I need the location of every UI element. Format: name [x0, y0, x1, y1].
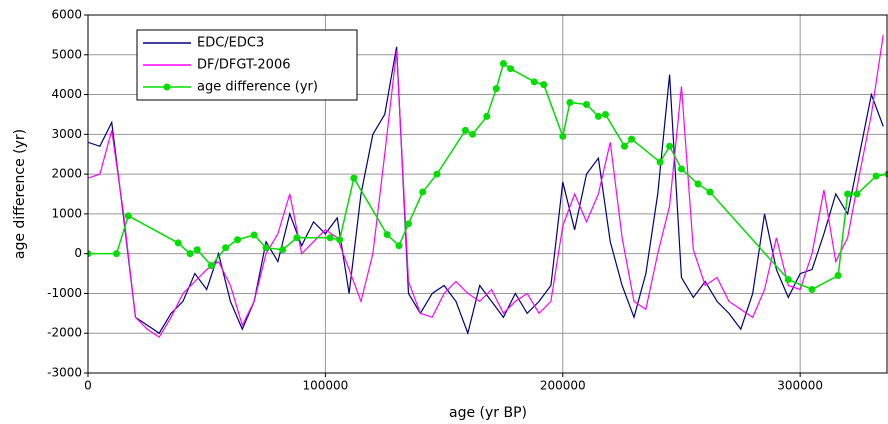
data-point [706, 188, 714, 196]
x-tick-label: 300000 [777, 379, 823, 393]
data-point [262, 244, 270, 252]
legend-marker [163, 83, 171, 91]
data-point [469, 130, 477, 138]
data-point [834, 272, 842, 280]
data-point [395, 242, 403, 250]
y-tick-label: 2000 [51, 167, 82, 181]
legend-label: EDC/EDC3 [197, 36, 264, 51]
legend: EDC/EDC3 DF/DFGT-2006 age difference (yr) [136, 29, 358, 101]
data-point [559, 132, 567, 140]
y-tick-label: -2000 [47, 326, 82, 340]
data-point [784, 276, 792, 284]
data-point [461, 126, 469, 134]
plot-area [88, 34, 888, 339]
data-point [507, 65, 515, 73]
data-point [808, 285, 816, 293]
y-tick-label: -3000 [47, 366, 82, 380]
data-point [174, 239, 182, 247]
data-point [279, 246, 287, 254]
data-point [602, 110, 610, 118]
data-point [844, 190, 852, 198]
data-point [566, 99, 574, 107]
data-point [433, 170, 441, 178]
data-point [336, 236, 344, 244]
data-point [326, 234, 334, 242]
y-tick-label: 6000 [51, 8, 82, 22]
plot-frame [87, 14, 888, 374]
y-tick-label: 4000 [51, 87, 82, 101]
x-tick-label: 200000 [540, 379, 586, 393]
data-point [492, 85, 500, 93]
data-point [620, 142, 628, 150]
data-point [193, 246, 201, 254]
data-point [872, 172, 880, 180]
data-point [207, 262, 215, 270]
data-point [530, 78, 538, 86]
data-point [293, 234, 301, 242]
data-point [404, 220, 412, 228]
data-point [656, 158, 664, 166]
y-tick-label: -1000 [47, 286, 82, 300]
series-line [88, 34, 884, 339]
x-tick-label: 0 [84, 379, 92, 393]
data-point [694, 180, 702, 188]
data-point [628, 135, 636, 143]
series-line [88, 46, 884, 336]
data-point [383, 231, 391, 239]
data-point [666, 142, 674, 150]
y-axis-label: age difference (yr) [12, 129, 28, 259]
data-point [250, 231, 258, 239]
y-tick-label: 5000 [51, 47, 82, 61]
y-tick-label: 0 [74, 246, 82, 260]
data-point [419, 188, 427, 196]
data-point [112, 250, 120, 258]
data-point [483, 112, 491, 120]
data-point [499, 60, 507, 68]
data-point [677, 165, 685, 173]
data-point [583, 101, 591, 108]
data-point [222, 244, 230, 252]
legend-label: age difference (yr) [197, 80, 318, 95]
y-tick-label: 3000 [51, 127, 82, 141]
data-point [594, 112, 602, 120]
data-point [853, 190, 861, 198]
legend-label: DF/DFGT-2006 [197, 58, 291, 73]
data-point [124, 212, 132, 220]
data-point [234, 236, 242, 244]
data-point [88, 250, 92, 258]
data-point [350, 174, 358, 182]
x-tick-label: 100000 [302, 379, 348, 393]
data-point [186, 250, 194, 258]
data-point [540, 81, 548, 89]
y-tick-label: 1000 [51, 206, 82, 220]
x-axis-label: age (yr BP) [449, 405, 527, 421]
